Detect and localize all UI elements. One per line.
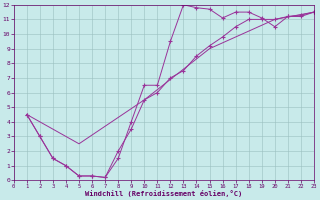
X-axis label: Windchill (Refroidissement éolien,°C): Windchill (Refroidissement éolien,°C) bbox=[85, 190, 243, 197]
